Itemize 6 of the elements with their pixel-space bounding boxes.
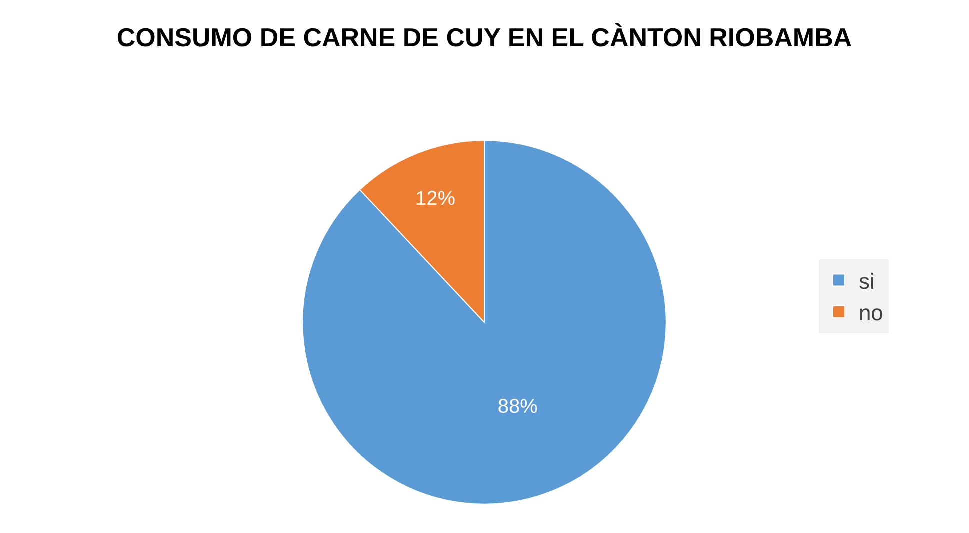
data-label: 88% [498, 396, 538, 418]
legend-label: si [858, 268, 875, 294]
chart-title: CONSUMO DE CARNE DE CUY EN EL CÀNTON RIOBAMBA [116, 22, 852, 52]
pie-slice [302, 140, 667, 505]
legend-label: no [858, 300, 884, 326]
data-label: 12% [415, 188, 456, 210]
